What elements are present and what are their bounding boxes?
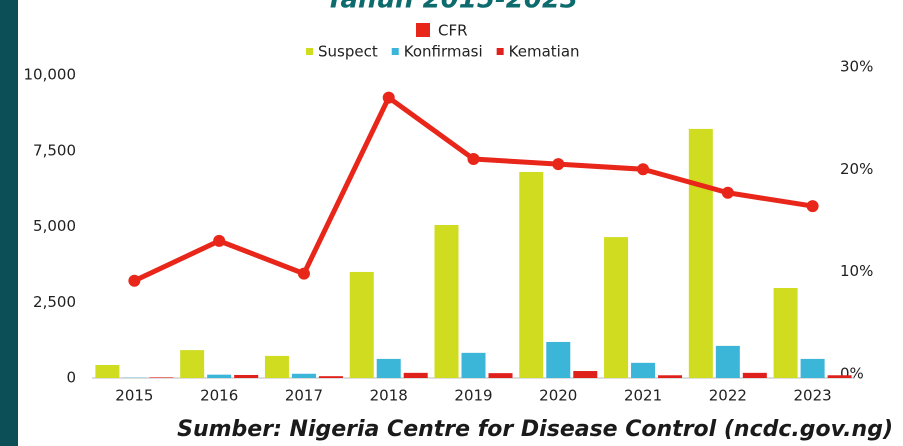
legend-label: Konfirmasi: [404, 43, 483, 61]
y2-tick-label: 20%: [840, 160, 873, 178]
side-stripe: [0, 0, 18, 446]
bar: [519, 171, 544, 378]
bar: [207, 374, 232, 378]
bar: [349, 271, 374, 378]
bar: [800, 358, 825, 378]
bar: [488, 373, 513, 378]
x-tick-label: 2023: [794, 387, 832, 405]
cfr-point: [806, 200, 819, 213]
bar: [264, 355, 289, 378]
bar: [658, 375, 683, 378]
bar: [546, 341, 571, 378]
chart-title: Tahun 2015-2023: [326, 0, 578, 15]
bar: [573, 371, 598, 378]
bar: [827, 375, 852, 378]
legend-swatch: [416, 23, 430, 37]
y2-tick-label: 30%: [840, 58, 873, 76]
legend-label: CFR: [438, 22, 468, 40]
cfr-point: [467, 153, 480, 166]
bar: [180, 350, 205, 378]
bar: [604, 237, 629, 378]
bar: [403, 372, 428, 378]
bar: [742, 372, 767, 378]
bar: [376, 358, 401, 378]
bar: [715, 345, 740, 378]
y-tick-label: 0: [66, 369, 76, 387]
bar: [773, 288, 798, 378]
x-tick-label: 2020: [539, 387, 577, 405]
y2-tick-label: 0%: [840, 365, 864, 383]
bar: [318, 376, 343, 378]
legend-swatch: [496, 48, 504, 55]
bar: [149, 377, 174, 378]
x-tick-label: 2022: [709, 387, 747, 405]
legend-swatch: [306, 48, 313, 55]
bar: [434, 224, 459, 378]
y-tick-label: 7,500: [33, 141, 76, 159]
bar: [291, 373, 316, 378]
legend-swatch: [391, 48, 399, 55]
x-tick-label: 2015: [115, 387, 153, 405]
x-tick-label: 2018: [370, 387, 408, 405]
x-tick-label: 2021: [624, 387, 662, 405]
cfr-point: [297, 267, 310, 280]
cfr-point: [213, 234, 226, 247]
cfr-point: [382, 91, 395, 104]
source: Sumber: Nigeria Centre for Disease Contr…: [177, 417, 893, 442]
y2-tick-label: 10%: [840, 262, 873, 280]
bar: [95, 364, 120, 378]
x-tick-label: 2016: [200, 387, 238, 405]
bar: [461, 352, 486, 378]
x-tick-label: 2019: [454, 387, 492, 405]
y-tick-label: 2,500: [33, 293, 76, 311]
cfr-point: [552, 158, 565, 171]
x-tick-label: 2017: [285, 387, 323, 405]
cfr-point: [637, 163, 650, 176]
cfr-point: [128, 274, 141, 287]
legend-label: Kematian: [509, 43, 580, 61]
cfr-point: [721, 186, 734, 199]
legend-label: Suspect: [318, 43, 378, 61]
bar: [631, 362, 656, 378]
y-tick-label: 5,000: [33, 217, 76, 235]
y-tick-label: 10,000: [24, 66, 77, 84]
bar: [688, 128, 713, 378]
bar: [234, 374, 259, 378]
